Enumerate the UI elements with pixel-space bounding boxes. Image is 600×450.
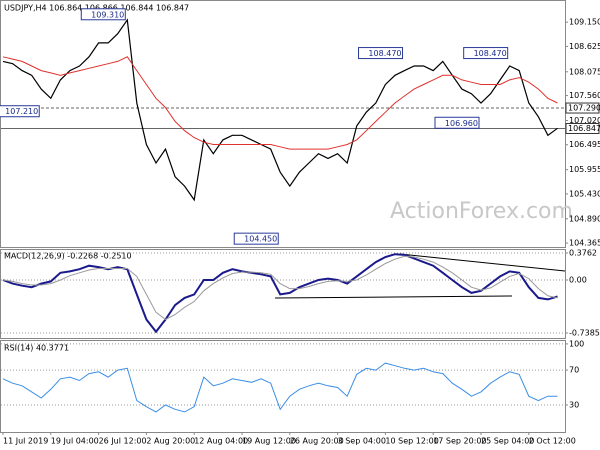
y-tick-label: 107.560 [569,91,600,100]
series-line [2,18,558,202]
macd-panel [0,249,566,339]
y-tick-label: 104.890 [569,214,600,223]
y-tick-label: -0.7385 [569,329,600,338]
annotation-box [463,47,509,60]
chart-title: USDJPY,H4 106.864 106.866 106.844 106.84… [4,4,189,13]
y-tick-label: 106.495 [569,140,600,149]
y-tick-label: 108.625 [569,42,600,51]
y-tick-label: 105.955 [569,165,600,174]
y-tick-label: 107.020 [569,116,600,125]
annotation-label: 108.470 [368,49,401,58]
price-tag-label: 106.847 [568,124,600,133]
watermark: ActionForex.com [390,199,573,224]
annotation-box [358,47,404,60]
x-tick-label: 19 Jul 04:00 [51,437,99,446]
annotation-box [434,116,480,129]
macd-title: MACD(12,26,9) -0.2268 -0.2510 [4,252,132,261]
x-tick-label: 10 Sep 12:00 [385,437,438,446]
x-tick-label: 11 Jul 2019 [3,437,48,446]
y-tick-label: 100 [569,339,584,348]
series-line [2,362,558,413]
y-tick-label: 30 [569,400,579,409]
y-tick-label: 108.075 [569,67,600,76]
annotation-box [233,232,279,245]
series-line [2,56,558,150]
x-tick-label: 2 Aug 20:00 [146,437,195,446]
x-tick-label: 19 Aug 12:00 [242,437,296,446]
y-tick-label: 0.00 [569,276,587,285]
trendline [274,295,513,299]
x-tick-label: 26 Aug 20:00 [290,437,344,446]
annotation-label: 108.470 [474,49,507,58]
x-tick-label: 25 Sep 04:00 [481,437,534,446]
annotation-label: 104.450 [244,235,277,244]
x-tick-label: 2 Oct 12:00 [529,437,576,446]
annotation-label: 107.210 [5,107,38,116]
rsi-panel [0,340,566,433]
y-tick-label: 70 [569,366,579,375]
series-line [2,253,558,334]
series-line [2,255,558,321]
x-tick-label: 3 Sep 04:00 [338,437,386,446]
y-tick-label: 105.430 [569,189,600,198]
x-tick-label: 17 Sep 20:00 [433,437,486,446]
x-tick-label: 26 Jul 12:00 [99,437,147,446]
y-tick-label: 109.150 [569,18,600,27]
trendline [399,253,566,272]
annotation-box [0,105,40,118]
y-tick-label: 104.365 [569,239,600,248]
x-tick-label: 12 Aug 04:00 [194,437,248,446]
rsi-title: RSI(14) 40.3771 [4,344,69,353]
price-tag [565,102,600,114]
price-tag [565,122,600,134]
annotation-label: 106.960 [445,119,478,128]
price-tag-label: 107.290 [568,104,600,113]
annotation-label: 109.310 [91,10,124,19]
y-tick-label: 0.3762 [569,249,597,258]
annotation-box [80,8,126,21]
